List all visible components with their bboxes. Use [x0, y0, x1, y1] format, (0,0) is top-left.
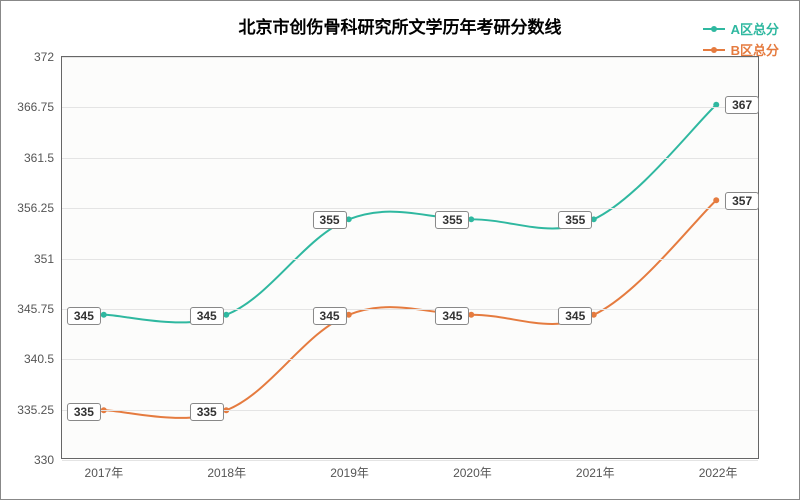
series-marker: [346, 216, 352, 222]
y-axis-label: 372: [34, 50, 62, 64]
x-axis-label: 2019年: [330, 458, 369, 481]
point-label: 355: [435, 211, 469, 229]
point-label: 335: [67, 403, 101, 421]
x-axis-label: 2021年: [576, 458, 615, 481]
grid-line: [62, 460, 758, 461]
x-axis-label: 2020年: [453, 458, 492, 481]
y-axis-label: 345.75: [17, 302, 62, 316]
grid-line: [62, 410, 758, 411]
chart-title: 北京市创伤骨科研究所文学历年考研分数线: [1, 13, 799, 38]
legend-item: A区总分: [703, 19, 779, 38]
chart-svg: [62, 57, 758, 458]
y-axis-label: 366.75: [17, 100, 62, 114]
point-label: 335: [190, 403, 224, 421]
grid-line: [62, 107, 758, 108]
y-axis-label: 330: [34, 453, 62, 467]
chart-container: 北京市创伤骨科研究所文学历年考研分数线 A区总分B区总分 330335.2534…: [0, 0, 800, 500]
x-axis-label: 2018年: [207, 458, 246, 481]
point-label: 357: [725, 192, 759, 210]
series-marker: [101, 312, 107, 318]
y-axis-label: 340.5: [24, 352, 62, 366]
legend-dot: [711, 26, 717, 32]
grid-line: [62, 359, 758, 360]
grid-line: [62, 57, 758, 58]
legend-label: A区总分: [731, 19, 779, 38]
plot-area: 330335.25340.5345.75351356.25361.5366.75…: [61, 56, 759, 459]
y-axis-label: 335.25: [17, 403, 62, 417]
grid-line: [62, 259, 758, 260]
point-label: 345: [558, 307, 592, 325]
point-label: 355: [558, 211, 592, 229]
point-label: 367: [725, 96, 759, 114]
y-axis-label: 361.5: [24, 151, 62, 165]
x-axis-label: 2022年: [699, 458, 738, 481]
grid-line: [62, 309, 758, 310]
point-label: 345: [190, 307, 224, 325]
series-marker: [713, 197, 719, 203]
grid-line: [62, 208, 758, 209]
point-label: 355: [313, 211, 347, 229]
legend-dot: [711, 47, 717, 53]
series-marker: [223, 312, 229, 318]
x-axis-label: 2017年: [85, 458, 124, 481]
y-axis-label: 351: [34, 252, 62, 266]
legend-marker: [703, 28, 725, 30]
point-label: 345: [313, 307, 347, 325]
legend-marker: [703, 49, 725, 51]
y-axis-label: 356.25: [17, 201, 62, 215]
grid-line: [62, 158, 758, 159]
series-marker: [346, 312, 352, 318]
point-label: 345: [67, 307, 101, 325]
series-line: [104, 105, 716, 323]
legend: A区总分B区总分: [703, 19, 779, 61]
point-label: 345: [435, 307, 469, 325]
